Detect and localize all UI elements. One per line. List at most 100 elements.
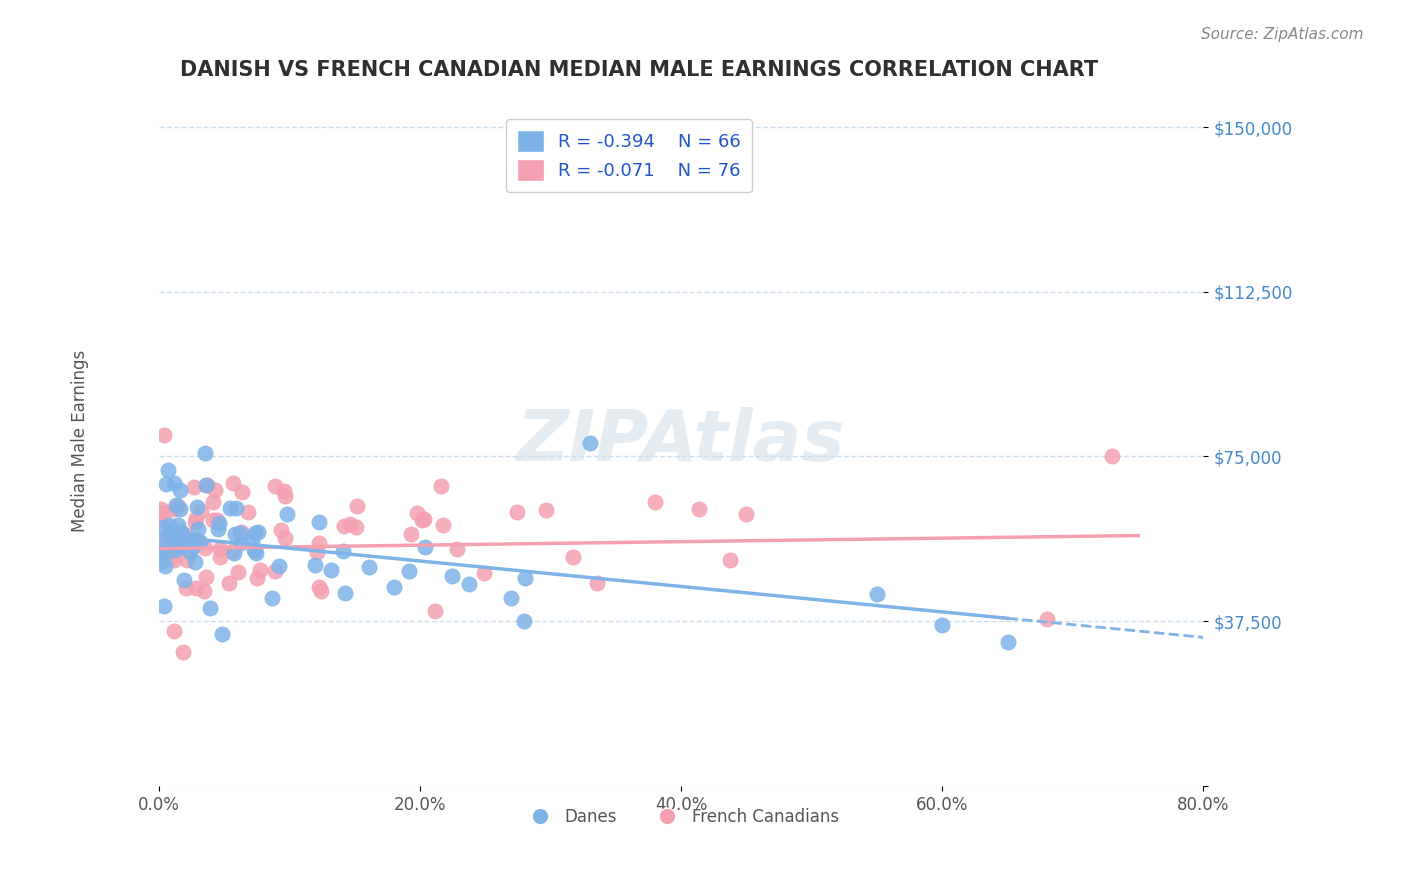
Point [186,534,208,549]
Point [152,520,174,534]
Point [321,563,343,577]
Point [198,601,221,615]
Point [155,541,177,556]
Point [187,533,209,548]
Point [208,542,231,557]
Point [186,500,208,514]
Point [308,580,330,594]
Point [167,517,190,532]
Point [195,478,218,492]
Point [222,475,245,490]
Point [931,618,953,632]
Point [163,552,186,566]
Point [472,566,495,581]
Point [683,178,706,192]
Point [273,531,295,545]
Point [207,522,229,536]
Point [506,505,529,519]
Point [163,624,186,638]
Point [644,495,666,509]
Point [195,478,218,492]
Text: ZIPAtlas: ZIPAtlas [517,407,845,475]
Point [273,484,295,499]
Point [578,436,600,450]
Point [249,563,271,577]
Point [458,577,481,591]
Point [432,518,454,533]
Point [179,545,201,559]
Point [165,501,187,516]
Point [152,428,174,442]
Point [243,543,266,558]
Point [718,553,741,567]
Point [165,498,187,512]
Point [246,572,269,586]
Point [162,526,184,541]
Point [194,446,217,460]
Point [183,480,205,494]
Point [174,582,197,596]
Point [866,587,889,601]
Text: DANISH VS FRENCH CANADIAN MEDIAN MALE EARNINGS CORRELATION CHART: DANISH VS FRENCH CANADIAN MEDIAN MALE EA… [180,60,1098,79]
Point [231,525,253,540]
Point [224,546,246,560]
Point [167,499,190,513]
Point [207,513,229,527]
Point [243,526,266,541]
Point [262,591,284,605]
Point [242,534,264,549]
Point [180,533,202,547]
Point [413,541,436,555]
Point [499,591,522,606]
Point [344,520,367,534]
Point [269,558,291,573]
Point [176,553,198,567]
Point [204,483,226,497]
Point [183,555,205,569]
Point [169,539,191,553]
Point [513,571,536,585]
Point [586,576,609,591]
Point [184,581,207,595]
Point [236,505,259,519]
Point [202,495,225,509]
Point [211,626,233,640]
Point [357,559,380,574]
Point [401,526,423,541]
Point [1101,450,1123,464]
Point [157,463,180,477]
Point [264,564,287,578]
Point [153,558,176,573]
Point [346,499,368,513]
Point [688,502,710,516]
Point [155,505,177,519]
Point [149,508,172,523]
Point [163,475,186,490]
Point [163,540,186,554]
Legend: Danes, French Canadians: Danes, French Canadians [516,801,846,832]
Point [152,599,174,613]
Point [193,541,215,556]
Text: Source: ZipAtlas.com: Source: ZipAtlas.com [1201,27,1364,42]
Point [270,523,292,537]
Point [512,614,534,628]
Point [155,477,177,491]
Point [309,584,332,599]
Point [446,542,468,557]
Point [160,537,183,551]
Point [173,573,195,587]
Point [335,585,357,599]
Point [160,550,183,565]
Point [184,533,207,548]
Point [208,516,231,531]
Point [218,575,240,590]
Point [308,516,330,530]
Point [413,512,436,526]
Point [231,536,253,550]
Point [406,506,429,520]
Point [423,604,446,618]
Point [219,501,242,516]
Point [332,544,354,558]
Point [193,584,215,599]
Point [181,539,204,553]
